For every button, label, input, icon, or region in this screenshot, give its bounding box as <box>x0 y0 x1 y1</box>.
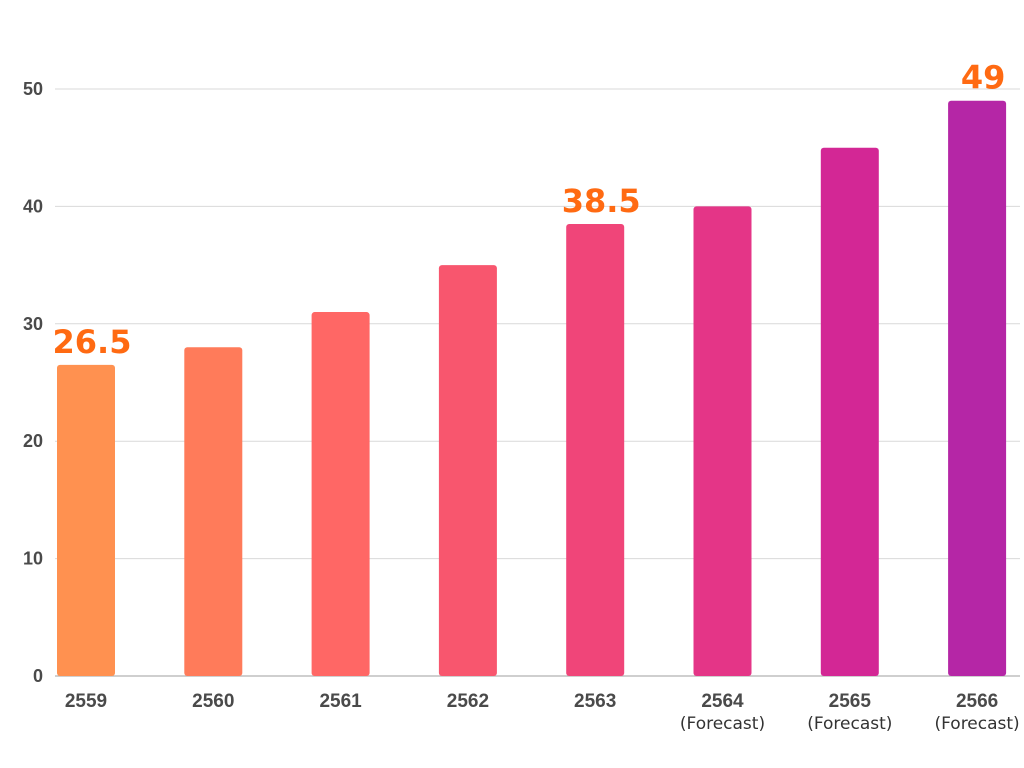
data-label: 49 <box>961 59 1006 97</box>
y-tick-label: 0 <box>33 666 43 686</box>
bar-2559 <box>57 364 115 676</box>
data-labels: 26.5 38.5 49 <box>53 59 1006 361</box>
y-axis-ticks: 0 10 20 30 40 50 <box>23 79 43 686</box>
x-tick-label: 2559 <box>65 691 107 712</box>
bar-2563 <box>566 224 625 676</box>
y-tick-label: 40 <box>23 196 43 216</box>
x-axis-ticks: 2559 2560 2561 2562 2563 2564(Forecast)2565(F… <box>65 691 1020 734</box>
x-tick-label: 2564 <box>701 691 744 712</box>
bar-2561 <box>311 312 370 676</box>
y-tick-label: 10 <box>23 549 43 569</box>
x-tick-label: 2566 <box>956 691 998 712</box>
data-label: 26.5 <box>53 323 132 361</box>
x-tick-label: 2562 <box>447 691 489 712</box>
y-tick-label: 30 <box>23 314 43 334</box>
bars <box>57 100 1007 677</box>
bar-2560 <box>184 347 243 676</box>
bar-2562 <box>438 265 497 676</box>
x-tick-label: 2561 <box>319 691 362 712</box>
x-tick-label: 2560 <box>192 691 234 712</box>
x-tick-label: 2563 <box>574 691 616 712</box>
x-tick-sublabel: (Forecast) <box>680 714 765 734</box>
bar-2564 <box>693 206 752 676</box>
data-label: 38.5 <box>562 182 641 220</box>
bar-2565 <box>820 147 879 676</box>
x-tick-sublabel: (Forecast) <box>807 714 892 734</box>
bar-2566 <box>948 100 1007 677</box>
x-tick-label: 2565 <box>829 691 872 712</box>
x-tick-sublabel: (Forecast) <box>934 714 1019 734</box>
y-tick-label: 50 <box>23 79 43 99</box>
y-tick-label: 20 <box>23 431 43 451</box>
